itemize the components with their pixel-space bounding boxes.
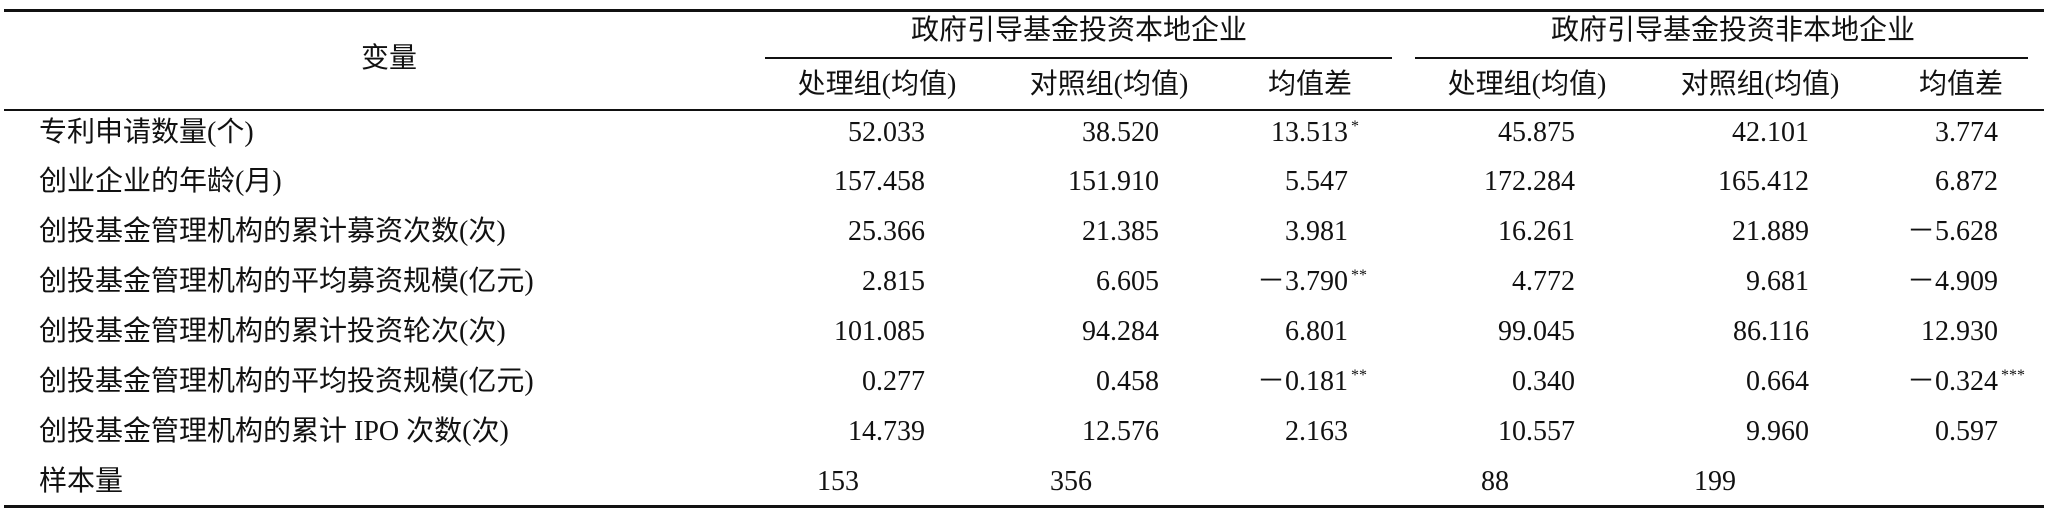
cell: －0.181 ** bbox=[1257, 365, 1367, 399]
cell: 4.772 bbox=[1512, 266, 1575, 297]
column-header: 处理组(均值) bbox=[797, 69, 957, 100]
cell: 3.774 bbox=[1935, 117, 1998, 148]
row-label: 创投基金管理机构的累计投资轮次(次) bbox=[39, 316, 506, 347]
column-header: 处理组(均值) bbox=[1447, 69, 1607, 100]
group-header: 政府引导基金投资非本地企业 bbox=[1550, 15, 1916, 46]
cell: －4.909 bbox=[1906, 266, 1998, 297]
top-rule bbox=[4, 9, 2044, 12]
column-header: 均值差 bbox=[1918, 69, 2004, 100]
row-label: 创投基金管理机构的平均投资规模(亿元) bbox=[39, 366, 534, 397]
group-rule bbox=[765, 57, 1392, 59]
row-label: 创业企业的年龄(月) bbox=[39, 166, 282, 197]
cell: 16.261 bbox=[1498, 216, 1575, 247]
cell: 88 bbox=[1481, 466, 1509, 497]
bottom-rule bbox=[4, 505, 2044, 508]
cell: 12.930 bbox=[1921, 316, 1998, 347]
variable-header: 变量 bbox=[360, 43, 418, 74]
cell: 0.277 bbox=[862, 366, 925, 397]
cell: 52.033 bbox=[848, 117, 925, 148]
row-label: 样本量 bbox=[39, 466, 124, 497]
cell: 2.815 bbox=[862, 266, 925, 297]
cell: 153 bbox=[817, 466, 859, 497]
cell: 13.513 * bbox=[1271, 116, 1359, 150]
row-label: 创投基金管理机构的平均募资规模(亿元) bbox=[39, 266, 534, 297]
cell: 86.116 bbox=[1733, 316, 1809, 347]
cell: 10.557 bbox=[1498, 416, 1575, 447]
cell: 3.981 bbox=[1285, 216, 1348, 247]
cell: 2.163 bbox=[1285, 416, 1348, 447]
significance-mark: * bbox=[1351, 118, 1359, 135]
cell: 165.412 bbox=[1718, 166, 1809, 197]
cell: 94.284 bbox=[1082, 316, 1159, 347]
significance-mark: ** bbox=[1351, 267, 1367, 284]
cell: 21.889 bbox=[1732, 216, 1809, 247]
significance-mark: *** bbox=[2001, 367, 2025, 384]
row-label: 创投基金管理机构的累计募资次数(次) bbox=[39, 216, 506, 247]
cell: 6.872 bbox=[1935, 166, 1998, 197]
cell: 12.576 bbox=[1082, 416, 1159, 447]
cell: 6.605 bbox=[1096, 266, 1159, 297]
cell: 25.366 bbox=[848, 216, 925, 247]
cell: 101.085 bbox=[834, 316, 925, 347]
column-header: 均值差 bbox=[1267, 69, 1353, 100]
cell: 0.340 bbox=[1512, 366, 1575, 397]
cell: －0.324 *** bbox=[1907, 365, 2025, 399]
cell: 99.045 bbox=[1498, 316, 1575, 347]
group-header: 政府引导基金投资本地企业 bbox=[910, 15, 1248, 46]
header-rule bbox=[4, 109, 2044, 111]
cell: 0.597 bbox=[1935, 416, 1998, 447]
cell: 157.458 bbox=[834, 166, 925, 197]
cell: 21.385 bbox=[1082, 216, 1159, 247]
cell: 9.960 bbox=[1746, 416, 1809, 447]
group-rule bbox=[1415, 57, 2028, 59]
cell: －3.790 ** bbox=[1257, 265, 1367, 299]
cell: －5.628 bbox=[1906, 216, 1998, 247]
cell: 42.101 bbox=[1732, 117, 1809, 148]
cell: 0.664 bbox=[1746, 366, 1809, 397]
cell: 9.681 bbox=[1746, 266, 1809, 297]
cell: 0.458 bbox=[1096, 366, 1159, 397]
cell: 45.875 bbox=[1498, 117, 1575, 148]
cell: 6.801 bbox=[1285, 316, 1348, 347]
cell: 151.910 bbox=[1068, 166, 1159, 197]
cell: 172.284 bbox=[1484, 166, 1575, 197]
row-label: 专利申请数量(个) bbox=[39, 117, 254, 148]
cell: 5.547 bbox=[1285, 166, 1348, 197]
column-header: 对照组(均值) bbox=[1029, 69, 1189, 100]
cell: 199 bbox=[1694, 466, 1736, 497]
column-header: 对照组(均值) bbox=[1680, 69, 1840, 100]
cell: 356 bbox=[1050, 466, 1092, 497]
row-label: 创投基金管理机构的累计 IPO 次数(次) bbox=[39, 416, 509, 447]
cell: 38.520 bbox=[1082, 117, 1159, 148]
cell: 14.739 bbox=[848, 416, 925, 447]
significance-mark: ** bbox=[1351, 367, 1367, 384]
